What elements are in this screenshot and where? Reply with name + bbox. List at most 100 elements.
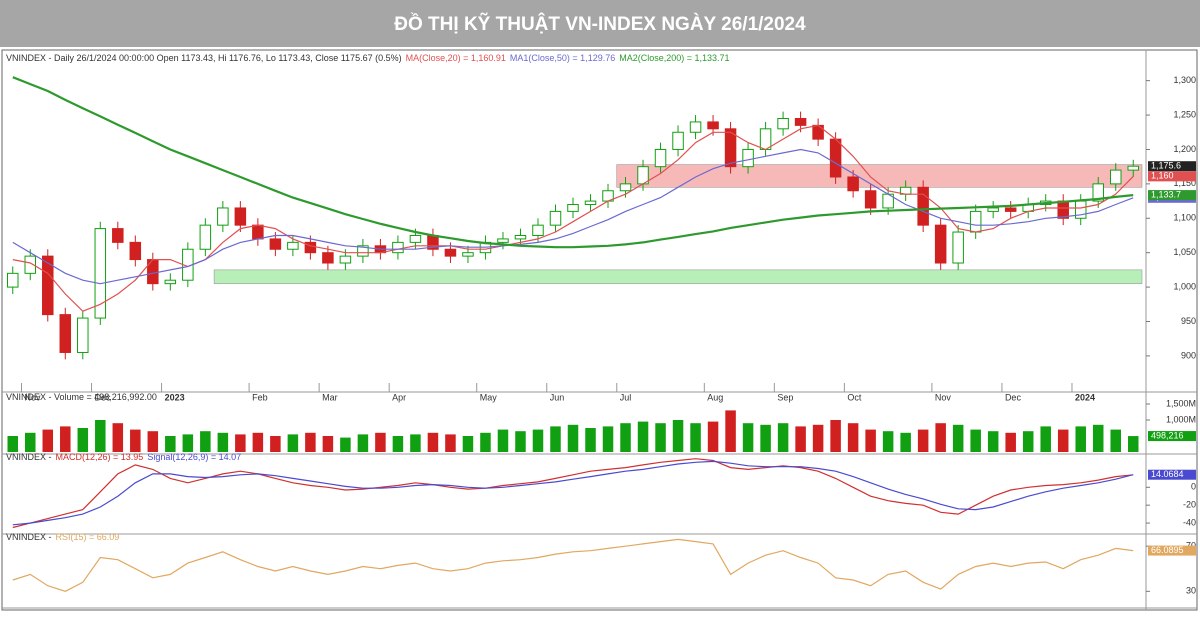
- volume-bar: [322, 436, 334, 452]
- candle-body: [917, 186, 929, 226]
- volume-bar: [865, 429, 876, 452]
- candle-body: [234, 207, 247, 226]
- y-tick-label: 70: [1186, 541, 1196, 551]
- volume-bar: [200, 431, 211, 452]
- volume-bar: [917, 429, 929, 452]
- volume-bar: [427, 432, 439, 452]
- volume-bar: [305, 432, 316, 452]
- volume-bar: [1022, 431, 1034, 452]
- x-tick-label: Apr: [392, 392, 406, 402]
- y-tick-label: 1,500M: [1166, 398, 1196, 408]
- volume-bar: [585, 428, 596, 452]
- candle-body: [42, 255, 54, 316]
- volume-bar: [42, 429, 54, 452]
- panel-label: VNINDEX - Volume = 498,216,992.00: [6, 392, 157, 402]
- volume-bar: [1127, 436, 1139, 452]
- candle-body: [969, 210, 982, 233]
- volume-bar: [340, 437, 351, 452]
- candle-body: [864, 190, 877, 209]
- volume-bar: [515, 431, 526, 452]
- volume-bar: [1092, 424, 1104, 452]
- volume-bar: [795, 426, 806, 452]
- candle-body: [322, 252, 334, 264]
- value-tag-label: 66.0895: [1151, 545, 1184, 555]
- volume-bar: [672, 420, 684, 452]
- legend-entry: MA1(Close,50) = 1,129.76: [510, 53, 615, 63]
- candle-body: [304, 241, 317, 254]
- volume-bar: [1005, 432, 1016, 452]
- legend-entry: MACD(12,26) = 13.95: [56, 452, 144, 462]
- volume-bar: [165, 436, 176, 452]
- volume-bar: [375, 432, 386, 452]
- y-tick-label: 1,300: [1173, 75, 1196, 85]
- volume-bar: [1075, 426, 1086, 452]
- volume-bar: [812, 424, 824, 452]
- volume-bar: [130, 429, 141, 452]
- header-bar: [0, 0, 1200, 47]
- panel-label-text: VNINDEX - Volume = 498,216,992.00: [6, 392, 157, 402]
- panel-label: VNINDEX - MACD(12,26) = 13.95 Signal(12,26…: [6, 452, 241, 462]
- panel-label: VNINDEX - RSI(15) = 66.09: [6, 532, 119, 542]
- candle-body: [7, 272, 19, 288]
- volume-bar: [935, 423, 946, 452]
- volume-bar: [970, 429, 981, 452]
- candle-body: [514, 234, 527, 240]
- zone: [213, 269, 1143, 284]
- value-tag: [1148, 431, 1196, 442]
- series-line: [12, 148, 1134, 285]
- candle-body: [619, 183, 632, 192]
- candle-body: [584, 200, 597, 206]
- candle-body: [724, 128, 737, 168]
- volume-bar: [235, 434, 246, 452]
- value-tag: [1148, 469, 1196, 480]
- volume-bar: [7, 436, 19, 452]
- volume-bar: [777, 423, 789, 452]
- volume-bar: [952, 424, 964, 452]
- y-tick-label: 1,100: [1173, 213, 1196, 223]
- candle-body: [1092, 183, 1104, 202]
- volume-bar: [462, 436, 474, 452]
- panel-label-text: VNINDEX -: [6, 452, 52, 462]
- volume-bar: [655, 423, 666, 452]
- candle-body: [392, 241, 404, 254]
- candle-body: [287, 241, 299, 250]
- candle-body: [567, 204, 579, 212]
- x-tick-label: Feb: [252, 392, 268, 402]
- volume-bar: [602, 426, 614, 452]
- y-tick-label: -20: [1183, 500, 1196, 510]
- candle-body: [112, 228, 124, 243]
- x-tick-label: Jul: [620, 392, 632, 402]
- candle-body: [164, 279, 177, 285]
- volume-bar: [847, 423, 859, 452]
- value-tag-label: 1,133.7: [1151, 189, 1181, 199]
- candle-body: [77, 317, 89, 353]
- candle-body: [462, 252, 474, 257]
- chart-frame: [1, 49, 1198, 611]
- candle-body: [269, 238, 282, 250]
- volume-bar: [987, 431, 999, 452]
- value-tag-label: 1,160: [1151, 171, 1174, 181]
- candle-body: [549, 210, 562, 226]
- volume-bar: [620, 423, 631, 452]
- legend-entry: MA2(Close,200) = 1,133.71: [619, 53, 729, 63]
- candle-body: [847, 176, 859, 192]
- candle-body: [987, 207, 999, 212]
- series-line: [12, 460, 1134, 526]
- y-tick-label: 30: [1186, 586, 1196, 596]
- y-tick-label: 1,250: [1173, 109, 1196, 119]
- x-tick-label: Jun: [550, 392, 565, 402]
- volume-bar: [550, 426, 561, 452]
- x-tick-label: Aug: [707, 392, 723, 402]
- candle-body: [339, 255, 352, 264]
- panel-label-text: VNINDEX - Daily 26/1/2024 00:00:00 Open …: [6, 53, 402, 63]
- candle-body: [59, 314, 72, 353]
- y-tick-label: 1,000: [1173, 281, 1196, 291]
- value-tag-label: 1,175.6: [1151, 161, 1181, 171]
- y-tick-label: 1,200: [1173, 144, 1196, 154]
- candle-body: [252, 224, 264, 240]
- y-tick-label: 1,150: [1173, 178, 1196, 188]
- candle-body: [199, 224, 212, 250]
- candle-body: [812, 124, 824, 140]
- y-tick-label: 1,000M: [1166, 414, 1196, 424]
